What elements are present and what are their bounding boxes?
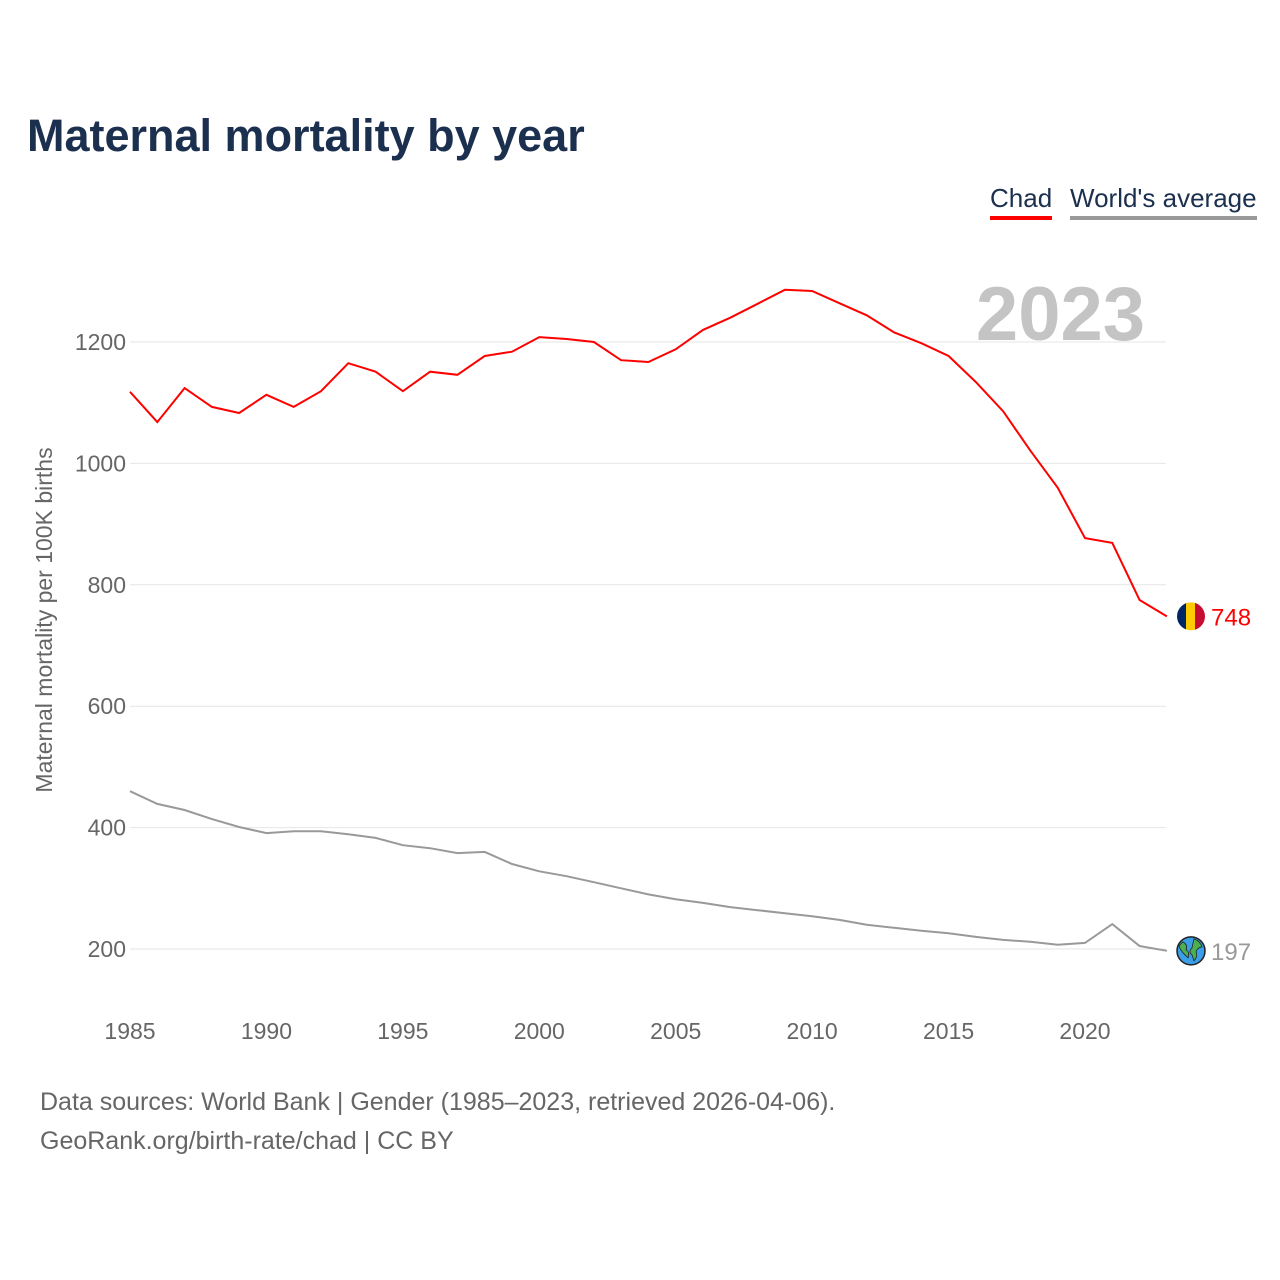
- y-tick-label: 1000: [75, 450, 126, 476]
- legend-world-average[interactable]: World's average: [1070, 183, 1257, 220]
- y-tick-label: 1200: [75, 329, 126, 355]
- x-tick-label: 2015: [923, 1018, 974, 1044]
- x-tick-label: 2010: [787, 1018, 838, 1044]
- x-tick-label: 2020: [1059, 1018, 1110, 1044]
- chart-title: Maternal mortality by year: [27, 110, 585, 161]
- data-sources: Data sources: World Bank | Gender (1985–…: [40, 1088, 836, 1116]
- chad-flag-icon: [1177, 602, 1205, 631]
- end-value-label: 748: [1211, 604, 1251, 631]
- chad-line: [129, 288, 1168, 618]
- end-value-label: 197: [1211, 939, 1251, 966]
- legend-chad[interactable]: Chad: [990, 183, 1053, 220]
- y-tick-label: 200: [88, 936, 126, 962]
- globe-icon: [1176, 936, 1206, 966]
- y-tick-label: 600: [88, 693, 126, 719]
- y-tick-label: 400: [88, 815, 126, 841]
- x-tick-label: 1985: [104, 1018, 155, 1044]
- x-tick-label: 2000: [514, 1018, 565, 1044]
- x-tick-label: 2005: [650, 1018, 701, 1044]
- world-line: [129, 790, 1168, 952]
- x-tick-label: 1995: [377, 1018, 428, 1044]
- y-axis-label: Maternal mortality per 100K births: [31, 447, 57, 792]
- y-tick-label: 800: [88, 572, 126, 598]
- x-tick-label: 1990: [241, 1018, 292, 1044]
- source-link[interactable]: GeoRank.org/birth-rate/chad | CC BY: [40, 1127, 454, 1155]
- current-year-label: 2023: [976, 272, 1145, 357]
